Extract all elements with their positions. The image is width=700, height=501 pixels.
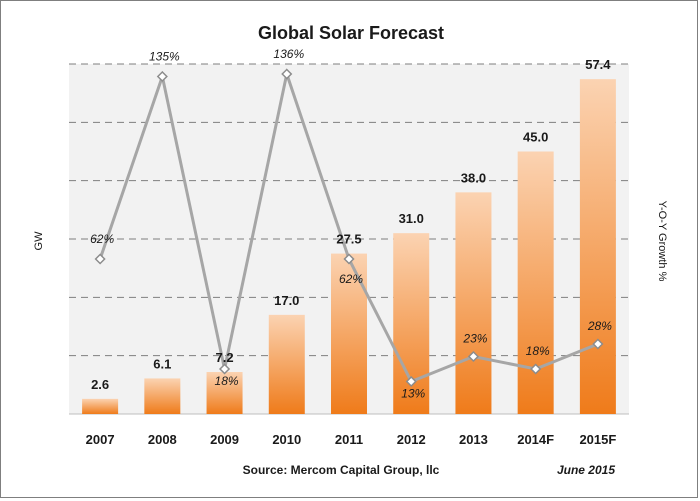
bar-value-label: 2.6 (91, 377, 109, 392)
growth-value-label: 135% (149, 50, 180, 64)
x-tick-label: 2009 (210, 432, 239, 447)
source-date: June 2015 (557, 463, 615, 477)
x-tick-label: 2008 (148, 432, 177, 447)
bar-value-label: 27.5 (336, 232, 361, 247)
x-tick-label: 2012 (397, 432, 426, 447)
growth-value-label: 13% (401, 387, 425, 401)
growth-value-label: 62% (339, 272, 363, 286)
growth-value-label: 18% (215, 374, 239, 388)
growth-value-label: 136% (273, 47, 304, 61)
source-note: Source: Mercom Capital Group, llc (243, 463, 440, 477)
x-axis-ticks: 2007 2008 2009 2010 2011 2012 2013 2014F 2015F (86, 432, 617, 447)
bar-value-label: 57.4 (585, 57, 611, 72)
growth-marker-2007 (94, 253, 106, 265)
bar-2007 (82, 398, 119, 414)
bar-value-label: 6.1 (153, 356, 171, 371)
bar-value-label: 17.0 (274, 293, 299, 308)
chart-title: Global Solar Forecast (258, 23, 444, 43)
bar-2009 (206, 372, 243, 414)
data-labels: 2.6 6.1 7.2 17.0 27.5 31.0 38.0 45.0 57.4 62% 135%… (90, 47, 612, 401)
bar-value-label: 38.0 (461, 170, 486, 185)
y-axis-label: GW (33, 231, 45, 251)
growth-marker-2009 (218, 363, 231, 375)
growth-marker-2012 (405, 375, 417, 388)
growth-marker-2013 (467, 350, 480, 363)
growth-value-label: 23% (462, 332, 487, 346)
growth-value-label: 62% (90, 232, 114, 246)
x-tick-label: 2014F (517, 432, 554, 447)
growth-marker-2008 (156, 70, 168, 83)
growth-value-label: 28% (587, 319, 612, 333)
bar-value-label: 45.0 (523, 130, 548, 145)
x-tick-label: 2013 (459, 432, 488, 447)
bar-2015F (579, 79, 616, 415)
bar-2013 (455, 192, 492, 414)
x-tick-label: 2015F (579, 432, 616, 447)
x-tick-label: 2011 (335, 432, 363, 447)
bar-2008 (144, 378, 181, 414)
y2-axis-label: Y-O-Y Growth % (656, 201, 668, 282)
bar-series (82, 79, 616, 415)
growth-marker-2014F (530, 363, 542, 375)
growth-marker-2015F (592, 338, 604, 350)
x-tick-label: 2007 (86, 432, 115, 447)
bar-2010 (268, 314, 305, 414)
bar-value-label: 7.2 (216, 350, 234, 365)
bar-2014F (517, 151, 554, 414)
growth-marker-2011 (343, 253, 355, 265)
growth-marker-2010 (281, 68, 293, 80)
growth-value-label: 18% (526, 344, 550, 358)
x-tick-label: 2010 (272, 432, 301, 447)
growth-line-series (94, 68, 604, 388)
bar-value-label: 31.0 (399, 211, 424, 226)
